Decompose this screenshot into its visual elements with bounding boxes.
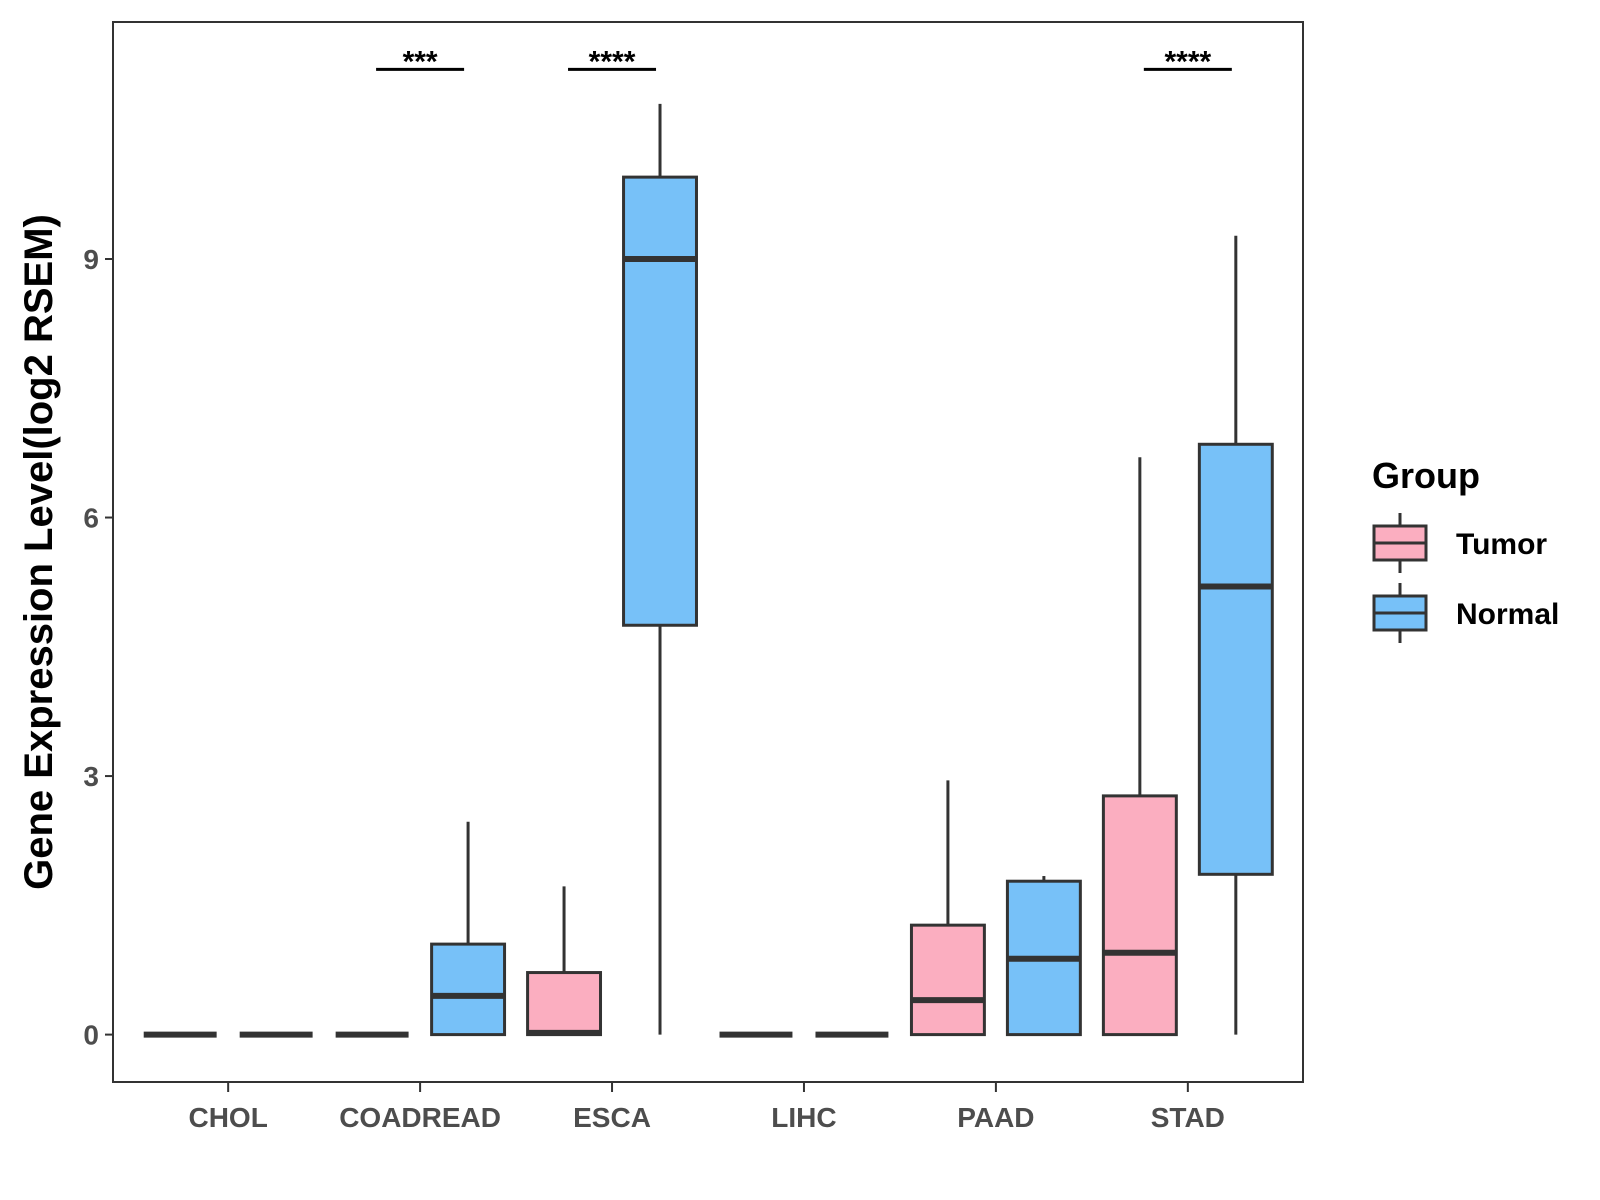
y-tick-label-9: 9 xyxy=(83,244,99,275)
tumor-stad-box xyxy=(1101,794,1178,1037)
legend-label-tumor: Tumor xyxy=(1456,528,1547,561)
normal-coadread-box xyxy=(430,942,507,1037)
legend-title: Group xyxy=(1372,455,1480,496)
significance-label-stad: **** xyxy=(1164,45,1211,78)
y-axis-title: Gene Expression Level(log2 RSEM) xyxy=(17,214,61,890)
x-axis: CHOL COADREAD ESCA LIHC PAAD STAD xyxy=(188,1082,1225,1133)
significance-layer: *** **** **** xyxy=(376,45,1232,78)
x-tick-label-coadread: COADREAD xyxy=(339,1102,501,1133)
legend: Group Tumor Normal xyxy=(1372,455,1559,643)
tumor-esca-box xyxy=(526,971,603,1037)
x-tick-label-stad: STAD xyxy=(1151,1102,1225,1133)
y-axis: 0 3 6 9 xyxy=(83,244,113,1051)
y-tick-label-3: 3 xyxy=(83,761,99,792)
x-tick-label-esca: ESCA xyxy=(573,1102,651,1133)
box-layer xyxy=(143,103,1274,1038)
x-tick-label-paad: PAAD xyxy=(957,1102,1034,1133)
tumor-paad-box xyxy=(909,923,986,1037)
x-tick-label-lihc: LIHC xyxy=(771,1102,836,1133)
normal-stad-box xyxy=(1197,442,1274,876)
significance-label-esca: **** xyxy=(589,45,636,78)
x-tick-label-chol: CHOL xyxy=(188,1102,267,1133)
significance-label-coadread: *** xyxy=(403,45,438,78)
y-tick-label-0: 0 xyxy=(83,1020,99,1051)
normal-esca-box xyxy=(622,175,698,627)
legend-label-normal: Normal xyxy=(1456,598,1559,631)
y-tick-label-6: 6 xyxy=(83,503,99,534)
